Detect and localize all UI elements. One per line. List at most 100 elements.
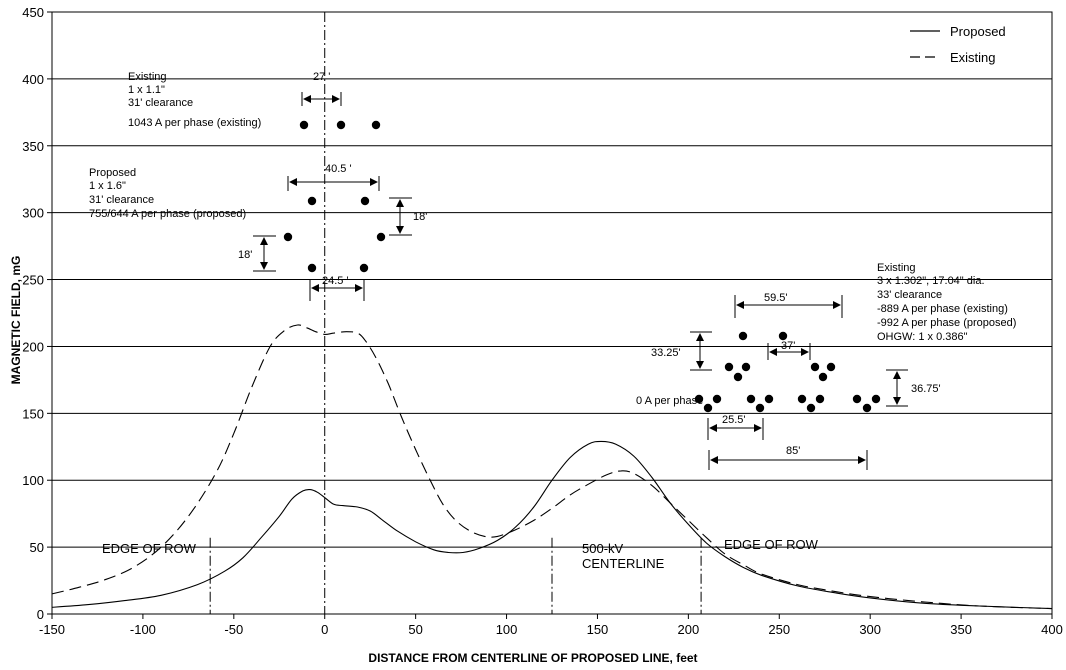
conductor-dot <box>359 263 369 273</box>
y-tick-label: 0 <box>37 607 44 622</box>
dimension-labels: 27 ' 40.5 ' 18' 18' 24.5 ' 59.5' 37' 33.… <box>238 71 941 457</box>
x-tick-label: 250 <box>768 622 790 637</box>
y-tick-label: 450 <box>22 5 44 20</box>
y-tick-label: 100 <box>22 473 44 488</box>
conductor-dot <box>336 120 346 130</box>
x-tick-label: 350 <box>950 622 972 637</box>
existing-note-2: 1 x 1.1" <box>128 84 165 96</box>
conductor-dot <box>797 394 807 404</box>
right-note-1: Existing <box>877 262 916 274</box>
legend: Proposed Existing <box>910 24 1006 65</box>
conductor-dot <box>360 196 370 206</box>
x-tick-label: 100 <box>496 622 518 637</box>
series-line-proposed <box>51 440 1053 610</box>
x-tick-label: 200 <box>678 622 700 637</box>
conductor-dot <box>733 372 743 382</box>
conductor-dot <box>764 394 774 404</box>
right-note-4: -889 A per phase (existing) <box>877 303 1008 315</box>
right-annotation: Existing 3 x 1.302", 17.04" dia. 33' cle… <box>877 262 1016 343</box>
y-tick-label: 150 <box>22 406 44 421</box>
legend-proposed-label: Proposed <box>950 24 1006 39</box>
axis-ticks: -150 -100 -50 0 50 100 150 200 250 300 350 400 0 50 10… <box>22 5 1063 637</box>
conductor-dot <box>307 196 317 206</box>
centerline-label-1: 500-kV <box>582 541 624 556</box>
y-tick-label: 400 <box>22 72 44 87</box>
right-note-2: 3 x 1.302", 17.04" dia. <box>877 275 985 287</box>
conductor-dot <box>376 232 386 242</box>
dim-24-5: 24.5 ' <box>322 275 349 287</box>
x-tick-label: -100 <box>130 622 156 637</box>
conductor-dot <box>307 263 317 273</box>
zero-amp-label: 0 A per phase <box>636 395 703 407</box>
existing-note-1: Existing <box>128 71 167 83</box>
proposed-note-4: 755/644 A per phase (proposed) <box>89 208 246 220</box>
existing-note-4: 1043 A per phase (existing) <box>128 117 261 129</box>
x-tick-label: -150 <box>39 622 65 637</box>
dim-25-5: 25.5' <box>722 414 746 426</box>
existing-annotation: Existing 1 x 1.1" 31' clearance 1043 A p… <box>128 71 261 129</box>
y-tick-label: 250 <box>22 273 44 288</box>
conductor-dot <box>371 120 381 130</box>
conductor-dot <box>815 394 825 404</box>
conductor-dot <box>862 403 872 413</box>
dim-36-75: 36.75' <box>911 383 941 395</box>
conductor-dot <box>778 331 788 341</box>
centerline-label-2: CENTERLINE <box>582 556 665 571</box>
x-tick-label: 300 <box>859 622 881 637</box>
edge-of-row-right: EDGE OF ROW <box>724 537 819 552</box>
conductor-dot <box>741 362 751 372</box>
dim-40-5: 40.5 ' <box>325 163 352 175</box>
proposed-note-3: 31' clearance <box>89 194 154 206</box>
right-note-6: OHGW: 1 x 0.386" <box>877 331 968 343</box>
dim-37: 37' <box>781 340 795 352</box>
proposed-note-2: 1 x 1.6" <box>89 180 126 192</box>
y-tick-label: 200 <box>22 339 44 354</box>
existing-note-3: 31' clearance <box>128 97 193 109</box>
y-tick-label: 300 <box>22 206 44 221</box>
conductor-dot <box>871 394 881 404</box>
dim-85: 85' <box>786 445 800 457</box>
conductor-dot <box>826 362 836 372</box>
dimension-lines <box>253 92 908 470</box>
dim-27: 27 ' <box>313 71 330 83</box>
proposed-note-1: Proposed <box>89 167 136 179</box>
x-tick-label: 150 <box>587 622 609 637</box>
right-note-5: -992 A per phase (proposed) <box>877 317 1016 329</box>
series-lines <box>51 324 1053 610</box>
y-tick-label: 350 <box>22 139 44 154</box>
edge-of-row-left: EDGE OF ROW <box>102 541 197 556</box>
conductor-dot <box>818 372 828 382</box>
dim-18-right: 18' <box>413 211 427 223</box>
plot-frame <box>51 11 1053 615</box>
gridlines <box>52 78 1052 548</box>
conductor-dot <box>810 362 820 372</box>
dim-18-left: 18' <box>238 249 252 261</box>
y-tick-label: 50 <box>30 540 44 555</box>
conductor-dot <box>746 394 756 404</box>
conductor-dots <box>283 120 881 413</box>
legend-existing-label: Existing <box>950 50 996 65</box>
x-tick-label: 400 <box>1041 622 1063 637</box>
conductor-dot <box>694 394 704 404</box>
x-axis-title: DISTANCE FROM CENTERLINE OF PROPOSED LIN… <box>368 651 697 665</box>
conductor-dot <box>724 362 734 372</box>
x-tick-label: 50 <box>408 622 422 637</box>
x-tick-label: 0 <box>321 622 328 637</box>
series-line-existing <box>51 324 1053 610</box>
x-tick-label: -50 <box>224 622 243 637</box>
conductor-dot <box>755 403 765 413</box>
conductor-dot <box>738 331 748 341</box>
conductor-dot <box>712 394 722 404</box>
dim-33-25: 33.25' <box>651 347 681 359</box>
dim-59-5: 59.5' <box>764 292 788 304</box>
conductor-dot <box>703 403 713 413</box>
conductor-dot <box>283 232 293 242</box>
reference-lines <box>209 12 702 614</box>
right-note-3: 33' clearance <box>877 289 942 301</box>
conductor-dot <box>852 394 862 404</box>
conductor-dot <box>806 403 816 413</box>
proposed-annotation: Proposed 1 x 1.6" 31' clearance 755/644 … <box>89 167 246 220</box>
y-axis-title: MAGNETIC FIELD, mG <box>9 256 23 385</box>
conductor-dot <box>299 120 309 130</box>
